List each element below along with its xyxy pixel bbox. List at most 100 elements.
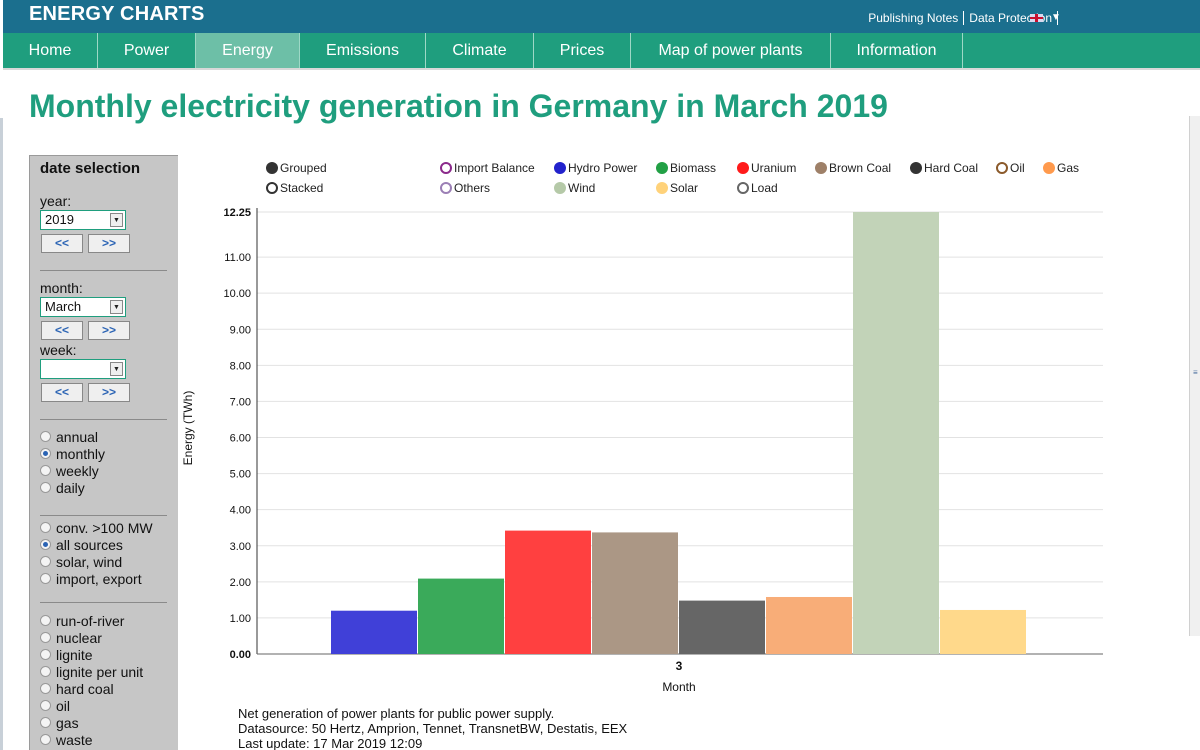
radio-button-icon[interactable] bbox=[40, 700, 51, 711]
legend-item-stacked[interactable]: Stacked bbox=[266, 181, 323, 195]
radio-option-solar-wind[interactable]: solar, wind bbox=[40, 553, 122, 570]
chevron-down-icon: ▼ bbox=[1051, 12, 1061, 23]
radio-option-hard-coal[interactable]: hard coal bbox=[40, 680, 114, 697]
radio-option-nuclear[interactable]: nuclear bbox=[40, 629, 102, 646]
divider bbox=[40, 602, 167, 603]
x-axis-title: Month bbox=[662, 680, 695, 694]
radio-option-waste[interactable]: waste bbox=[40, 731, 93, 748]
nav-energy[interactable]: Energy bbox=[196, 33, 300, 68]
legend-label: Stacked bbox=[280, 181, 324, 195]
week-prev-button[interactable]: << bbox=[41, 383, 83, 402]
legend-label: Grouped bbox=[280, 161, 327, 175]
year-select[interactable]: 2019 ▼ bbox=[40, 210, 126, 230]
legend-item-import-balance[interactable]: Import Balance bbox=[440, 161, 535, 175]
radio-label: lignite per unit bbox=[56, 663, 144, 680]
radio-option-oil[interactable]: oil bbox=[40, 697, 70, 714]
radio-button-icon[interactable] bbox=[40, 666, 51, 677]
bar-hard-coal bbox=[679, 600, 765, 654]
legend-marker-icon bbox=[737, 182, 749, 194]
top-bar: ENERGY CHARTS Publishing Notes Data Prot… bbox=[3, 0, 1200, 33]
radio-button-icon[interactable] bbox=[40, 734, 51, 745]
year-prev-button[interactable]: << bbox=[41, 234, 83, 253]
divider bbox=[40, 270, 167, 271]
legend-item-wind[interactable]: Wind bbox=[554, 181, 595, 195]
nav-climate[interactable]: Climate bbox=[426, 33, 534, 68]
year-value: 2019 bbox=[45, 212, 74, 227]
nav-emissions[interactable]: Emissions bbox=[300, 33, 426, 68]
scroll-grip-icon: ≡ bbox=[1193, 368, 1198, 377]
legend-item-oil[interactable]: Oil bbox=[996, 161, 1025, 175]
radio-option-lignite-per-unit[interactable]: lignite per unit bbox=[40, 663, 143, 680]
radio-option-conv-100-mw[interactable]: conv. >100 MW bbox=[40, 519, 153, 536]
legend-item-load[interactable]: Load bbox=[737, 181, 778, 195]
nav-information[interactable]: Information bbox=[831, 33, 963, 68]
radio-button-icon[interactable] bbox=[40, 683, 51, 694]
radio-button-icon[interactable] bbox=[40, 649, 51, 660]
radio-option-lignite[interactable]: lignite bbox=[40, 646, 93, 663]
radio-button-icon[interactable] bbox=[40, 448, 51, 459]
month-prev-button[interactable]: << bbox=[41, 321, 83, 340]
top-links: Publishing Notes Data Protection bbox=[863, 11, 1058, 25]
legend-label: Hydro Power bbox=[568, 161, 638, 175]
legend-item-others[interactable]: Others bbox=[440, 181, 490, 195]
legend-item-gas[interactable]: Gas bbox=[1043, 161, 1079, 175]
nav-map-of-power-plants[interactable]: Map of power plants bbox=[631, 33, 831, 68]
y-tick-label: 11.00 bbox=[224, 252, 251, 264]
legend-item-brown-coal[interactable]: Brown Coal bbox=[815, 161, 891, 175]
legend-marker-icon bbox=[554, 162, 566, 174]
radio-button-icon[interactable] bbox=[40, 431, 51, 442]
nav-home[interactable]: Home bbox=[3, 33, 98, 68]
y-tick-label: 10.00 bbox=[223, 288, 251, 300]
week-next-button[interactable]: >> bbox=[88, 383, 130, 402]
year-next-button[interactable]: >> bbox=[88, 234, 130, 253]
radio-button-icon[interactable] bbox=[40, 539, 51, 550]
legend-marker-icon bbox=[737, 162, 749, 174]
legend-item-hard-coal[interactable]: Hard Coal bbox=[910, 161, 978, 175]
week-select[interactable]: ▼ bbox=[40, 359, 126, 379]
panel-title: date selection bbox=[40, 160, 141, 177]
month-select[interactable]: March ▼ bbox=[40, 297, 126, 317]
legend-label: Oil bbox=[1010, 161, 1025, 175]
legend-marker-icon bbox=[554, 182, 566, 194]
bar-hydro-power bbox=[331, 610, 417, 654]
chevron-down-icon: ▼ bbox=[110, 362, 123, 376]
y-tick-label: 3.00 bbox=[230, 541, 251, 553]
legend-marker-icon bbox=[910, 162, 922, 174]
radio-option-weekly[interactable]: weekly bbox=[40, 462, 99, 479]
legend-item-solar[interactable]: Solar bbox=[656, 181, 698, 195]
publishing-notes-link[interactable]: Publishing Notes bbox=[868, 11, 959, 25]
legend-item-biomass[interactable]: Biomass bbox=[656, 161, 716, 175]
radio-button-icon[interactable] bbox=[40, 573, 51, 584]
legend-marker-icon bbox=[996, 162, 1008, 174]
legend-item-uranium[interactable]: Uranium bbox=[737, 161, 796, 175]
legend-item-hydro-power[interactable]: Hydro Power bbox=[554, 161, 637, 175]
radio-option-gas[interactable]: gas bbox=[40, 714, 79, 731]
radio-option-import-export[interactable]: import, export bbox=[40, 570, 142, 587]
radio-option-daily[interactable]: daily bbox=[40, 479, 85, 496]
chevron-down-icon: ▼ bbox=[110, 300, 123, 314]
radio-button-icon[interactable] bbox=[40, 482, 51, 493]
radio-option-all-sources[interactable]: all sources bbox=[40, 536, 123, 553]
radio-button-icon[interactable] bbox=[40, 615, 51, 626]
scrollbar[interactable]: ≡ bbox=[1189, 116, 1200, 636]
radio-option-monthly[interactable]: monthly bbox=[40, 445, 105, 462]
radio-button-icon[interactable] bbox=[40, 632, 51, 643]
site-brand[interactable]: ENERGY CHARTS bbox=[29, 3, 205, 25]
bar-gas bbox=[766, 596, 852, 654]
legend-label: Uranium bbox=[751, 161, 797, 175]
radio-label: annual bbox=[56, 428, 99, 445]
nav-power[interactable]: Power bbox=[98, 33, 196, 68]
radio-label: daily bbox=[56, 479, 85, 496]
radio-option-annual[interactable]: annual bbox=[40, 428, 98, 445]
radio-button-icon[interactable] bbox=[40, 717, 51, 728]
language-selector[interactable]: ▼ bbox=[1030, 12, 1061, 23]
radio-button-icon[interactable] bbox=[40, 556, 51, 567]
week-label: week: bbox=[40, 342, 77, 358]
month-next-button[interactable]: >> bbox=[88, 321, 130, 340]
radio-button-icon[interactable] bbox=[40, 522, 51, 533]
nav-prices[interactable]: Prices bbox=[534, 33, 631, 68]
left-edge bbox=[0, 118, 3, 750]
radio-button-icon[interactable] bbox=[40, 465, 51, 476]
legend-item-grouped[interactable]: Grouped bbox=[266, 161, 327, 175]
radio-option-run-of-river[interactable]: run-of-river bbox=[40, 612, 124, 629]
